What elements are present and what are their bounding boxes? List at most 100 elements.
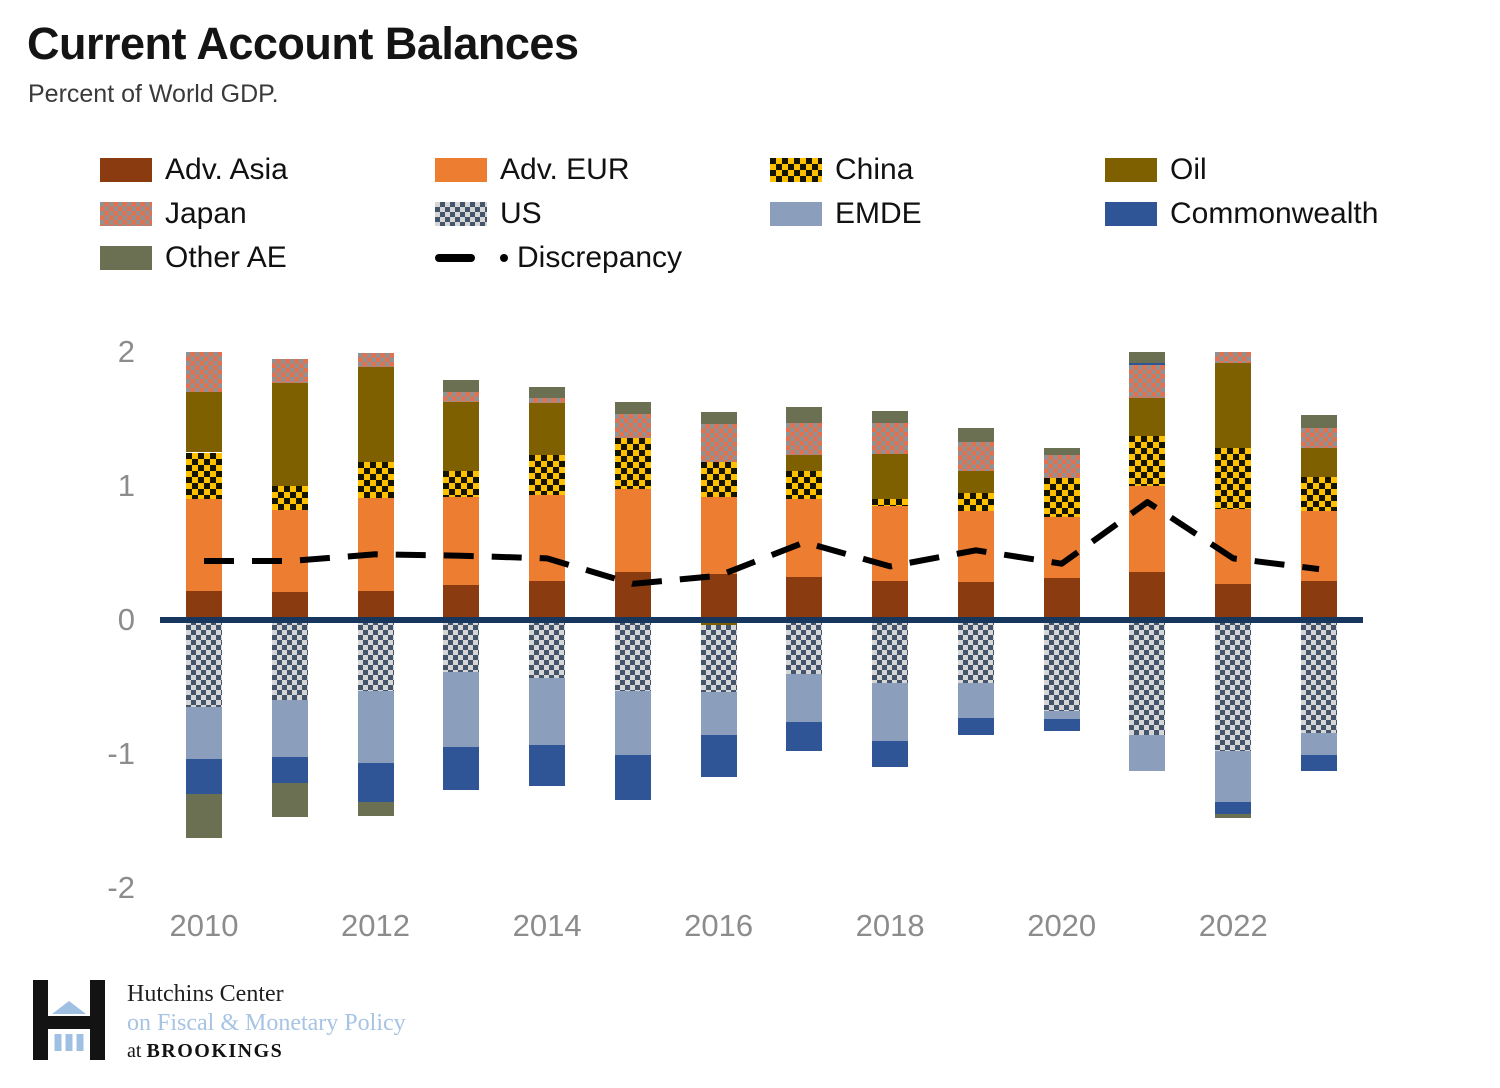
bar-2015-japan bbox=[614, 413, 651, 438]
bar-2017-adv_eur bbox=[786, 499, 823, 578]
y-axis-tick-label: 1 bbox=[117, 468, 135, 503]
bar-2011-japan bbox=[271, 358, 308, 383]
bar-2018-oil bbox=[872, 453, 909, 500]
bar-2022-other_ae bbox=[1215, 814, 1252, 819]
legend-item-commonwealth: Commonwealth bbox=[1105, 192, 1440, 236]
page-title: Current Account Balances bbox=[27, 18, 579, 69]
bar-2011-oil bbox=[271, 382, 308, 486]
legend-item-china: China bbox=[770, 148, 1105, 192]
x-axis-tick-label: 2012 bbox=[341, 908, 411, 943]
legend-label: Other AE bbox=[165, 241, 287, 274]
x-axis-tick-label: 2018 bbox=[855, 908, 925, 943]
bar-2020-adv_eur bbox=[1043, 516, 1080, 579]
bar-2015-us bbox=[614, 620, 651, 692]
page-subtitle: Percent of World GDP. bbox=[28, 80, 279, 108]
legend-label: Adv. Asia bbox=[165, 153, 288, 186]
bar-2019-oil bbox=[957, 471, 994, 493]
bar-2018-china bbox=[872, 499, 909, 507]
bar-2013-adv_eur bbox=[443, 496, 480, 586]
y-axis-tick-label: -1 bbox=[107, 736, 135, 771]
legend-item-other_ae: Other AE bbox=[100, 236, 435, 280]
bar-2010-us bbox=[186, 620, 222, 708]
bar-2015-adv_eur bbox=[614, 488, 651, 572]
bar-2010-adv_asia bbox=[186, 590, 222, 620]
bar-2019-adv_asia bbox=[957, 582, 994, 620]
bar-2012-adv_eur bbox=[357, 498, 394, 591]
hutchins-h-icon bbox=[33, 980, 105, 1060]
bar-2020-commonwealth bbox=[1043, 719, 1080, 732]
bar-2016-us bbox=[700, 625, 737, 693]
bar-2013-china bbox=[443, 471, 480, 497]
legend-label: Japan bbox=[165, 197, 247, 230]
bar-2012-china bbox=[357, 461, 394, 499]
pediment-icon bbox=[52, 1001, 86, 1014]
bar-2018-commonwealth bbox=[872, 740, 909, 768]
bar-2019-us bbox=[957, 620, 994, 683]
bar-2019-japan bbox=[957, 441, 994, 472]
bar-2023-commonwealth bbox=[1301, 755, 1337, 772]
bar-2020-other_ae bbox=[1043, 448, 1080, 456]
x-axis-tick-label: 2014 bbox=[512, 908, 582, 943]
legend-swatch-other_ae bbox=[100, 246, 152, 270]
y-axis-tick-label: 2 bbox=[117, 334, 135, 369]
bar-2010-oil bbox=[186, 392, 222, 453]
bar-2015-emde bbox=[614, 691, 651, 756]
x-axis-tick-label: 2016 bbox=[684, 908, 754, 943]
bar-2022-emde bbox=[1215, 751, 1252, 803]
legend-item-adv_eur: Adv. EUR bbox=[435, 148, 770, 192]
bar-2019-adv_eur bbox=[957, 511, 994, 583]
zero-axis-line bbox=[160, 617, 1363, 623]
bar-2021-adv_eur bbox=[1129, 486, 1166, 572]
bar-2022-us bbox=[1215, 620, 1252, 752]
bar-2014-us bbox=[529, 620, 566, 678]
bar-2018-other_ae bbox=[872, 410, 909, 423]
legend-item-discrepancy: Discrepancy bbox=[435, 236, 770, 280]
bar-2021-commonwealth bbox=[1129, 362, 1166, 366]
y-axis-tick-label: 0 bbox=[117, 602, 135, 637]
bar-2021-oil bbox=[1129, 397, 1166, 437]
bar-2017-other_ae bbox=[786, 406, 823, 424]
bar-2011-commonwealth bbox=[271, 756, 308, 784]
bar-2018-japan bbox=[872, 423, 909, 454]
legend-item-adv_asia: Adv. Asia bbox=[100, 148, 435, 192]
bar-2013-oil bbox=[443, 401, 480, 472]
bar-2023-oil bbox=[1301, 448, 1337, 477]
x-axis-tick-label: 2010 bbox=[169, 908, 239, 943]
legend-item-us: US bbox=[435, 192, 770, 236]
bar-2017-commonwealth bbox=[786, 721, 823, 752]
bar-2012-commonwealth bbox=[357, 763, 394, 803]
chart-legend: Adv. Asia Adv. EUR China Oil Japan US EMDE Comm… bbox=[100, 148, 1440, 280]
bar-2022-adv_eur bbox=[1215, 508, 1252, 584]
discrepancy-dash-icon bbox=[435, 254, 475, 262]
bar-2012-oil bbox=[357, 366, 394, 462]
legend-swatch-us bbox=[435, 202, 487, 226]
bar-2016-japan bbox=[700, 424, 737, 462]
bar-2016-other_ae bbox=[700, 412, 737, 425]
bar-2017-japan bbox=[786, 423, 823, 456]
bar-2014-china bbox=[529, 455, 566, 496]
bar-2010-other_ae bbox=[186, 794, 222, 839]
legend-item-oil: Oil bbox=[1105, 148, 1440, 192]
bar-2010-commonwealth bbox=[186, 759, 222, 795]
bar-2015-other_ae bbox=[614, 401, 651, 414]
bar-2017-emde bbox=[786, 673, 823, 722]
bar-2021-japan bbox=[1129, 365, 1166, 398]
bar-2010-china bbox=[186, 452, 222, 500]
bar-2014-commonwealth bbox=[529, 744, 566, 787]
bar-2012-emde bbox=[357, 691, 394, 764]
bar-2020-japan bbox=[1043, 455, 1080, 478]
bar-2023-japan bbox=[1301, 428, 1337, 449]
discrepancy-dot-icon bbox=[500, 254, 508, 262]
bar-2011-adv_asia bbox=[271, 591, 308, 620]
bar-2014-other_ae bbox=[529, 386, 566, 398]
bar-2018-adv_eur bbox=[872, 506, 909, 582]
bar-2013-other_ae bbox=[443, 380, 480, 393]
bar-2022-commonwealth bbox=[1215, 802, 1252, 815]
bar-2021-emde bbox=[1129, 735, 1166, 772]
bar-2011-other_ae bbox=[271, 783, 308, 817]
legend-swatch-emde bbox=[770, 202, 822, 226]
bar-2023-adv_asia bbox=[1301, 581, 1337, 620]
bar-2010-adv_eur bbox=[186, 499, 222, 591]
bar-2012-japan bbox=[357, 353, 394, 367]
x-axis-tick-label: 2020 bbox=[1027, 908, 1097, 943]
